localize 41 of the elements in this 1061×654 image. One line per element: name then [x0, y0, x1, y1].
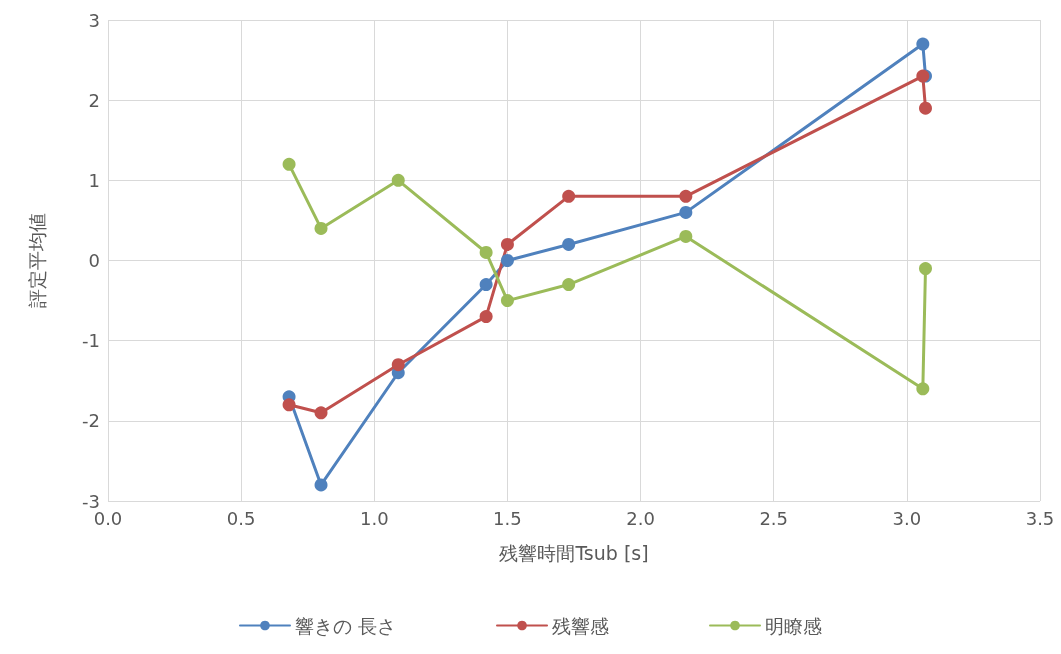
- point: [500, 254, 514, 267]
- point: [679, 205, 693, 219]
- x-tick-label: 3.0: [892, 507, 922, 529]
- x-tick-label: 2.0: [626, 507, 655, 529]
- point: [479, 310, 493, 324]
- point: [282, 398, 296, 412]
- point: [919, 101, 932, 115]
- point: [314, 478, 328, 492]
- point: [314, 406, 328, 420]
- y-axis-title: 評定平均値: [25, 213, 48, 308]
- point: [916, 37, 930, 51]
- x-tick-label: 1.0: [359, 507, 389, 529]
- point: [562, 189, 576, 203]
- x-axis-title: 残響時間Tsub [s]: [499, 541, 649, 564]
- point: [679, 229, 693, 243]
- legend-label: 残響感: [552, 614, 610, 637]
- point: [562, 237, 576, 251]
- x-tick-label: 3.5: [1025, 507, 1055, 529]
- point: [500, 294, 514, 308]
- y-tick-label: 2: [88, 89, 100, 111]
- x-tick-label: 2.5: [759, 507, 789, 529]
- legend-label: 明瞭感: [765, 614, 823, 637]
- point: [919, 262, 932, 276]
- point: [314, 221, 328, 235]
- legend-label: 響きの 長さ: [294, 614, 397, 637]
- y-tick-label: 0: [88, 250, 100, 271]
- x-tick-label: 0.5: [226, 507, 256, 529]
- point: [479, 278, 493, 292]
- point: [391, 173, 405, 187]
- y-tick-label: 3: [88, 9, 100, 31]
- y-tick-label: -2: [82, 410, 100, 432]
- point: [282, 157, 296, 171]
- y-tick-label: 1: [88, 169, 100, 191]
- point: [562, 278, 576, 292]
- point: [679, 189, 693, 203]
- point: [500, 237, 514, 251]
- x-tick-label: 1.5: [493, 507, 522, 529]
- point: [479, 245, 493, 259]
- point: [916, 382, 930, 396]
- y-tick-label: -1: [82, 330, 100, 352]
- point: [391, 358, 405, 372]
